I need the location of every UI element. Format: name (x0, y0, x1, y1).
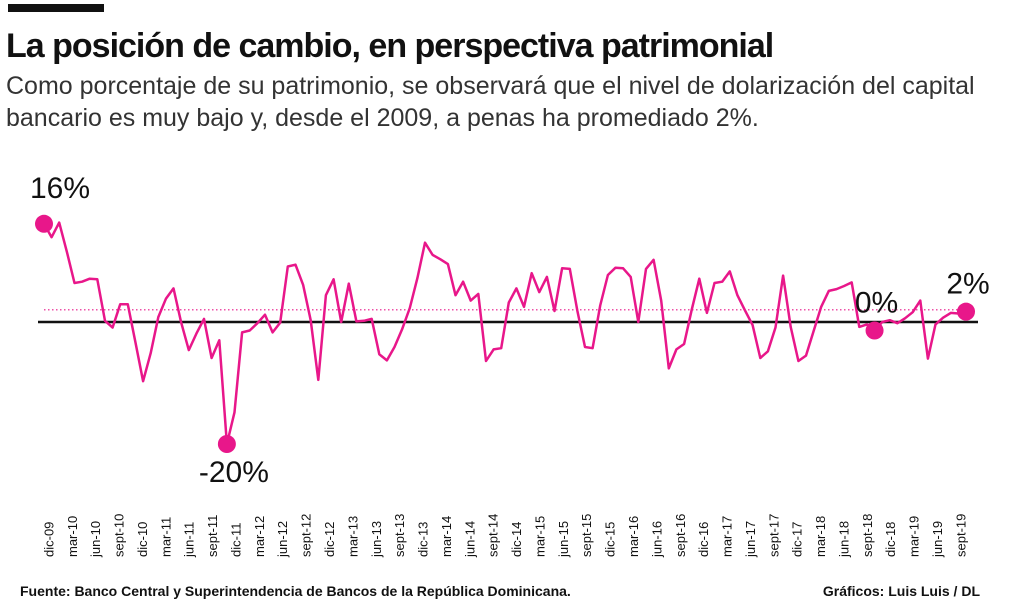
x-tick-label: mar-18 (813, 516, 828, 557)
x-tick-label: dic-13 (416, 522, 431, 557)
x-tick-label: mar-15 (533, 516, 548, 557)
reference-lines (38, 309, 978, 324)
x-tick-label: jun-16 (649, 521, 664, 558)
chart-title: La posición de cambio, en perspectiva pa… (6, 27, 774, 65)
x-tick-label: sept-11 (205, 515, 220, 557)
x-tick-label: mar-19 (907, 516, 922, 557)
x-axis-ticks: dic-09 mar-10 jun-10 sept-10 dic-10 mar-11 jun… (41, 514, 968, 558)
x-tick-label: dic-09 (41, 522, 56, 557)
x-tick-label: dic-14 (509, 522, 524, 557)
x-tick-label: mar-12 (252, 516, 267, 557)
x-tick-label: sept-10 (112, 514, 127, 557)
x-tick-label: dic-10 (135, 522, 150, 557)
credit-note: Gráficos: Luis Luis / DL (822, 583, 980, 599)
x-tick-label: sept-13 (392, 514, 407, 557)
marker-label: -20% (199, 456, 269, 489)
markers-layer: 16% -20% 0% 2% (30, 172, 990, 489)
series-line (42, 221, 967, 446)
x-tick-label: jun-17 (743, 521, 758, 558)
data-marker (217, 435, 236, 453)
marker-label: 0% (855, 287, 898, 320)
data-marker (35, 214, 53, 233)
x-tick-label: dic-11 (229, 523, 244, 557)
x-tick-label: sept-17 (766, 514, 781, 557)
x-tick-label: jun-19 (930, 521, 945, 558)
series-layer (42, 221, 967, 446)
x-tick-label: jun-14 (462, 521, 477, 558)
chart-subtitle: Como porcentaje de su patrimonio, se obs… (6, 72, 975, 132)
x-tick-label: jun-10 (88, 521, 103, 558)
x-tick-label: mar-17 (720, 516, 735, 557)
x-tick-label: sept-15 (579, 514, 594, 557)
x-tick-label: mar-13 (345, 516, 360, 557)
source-note: Fuente: Banco Central y Superintendencia… (20, 583, 571, 599)
x-tick-label: mar-10 (65, 516, 80, 557)
x-tick-label: jun-11 (182, 522, 197, 558)
header-accent-bar (8, 4, 104, 12)
x-tick-label: dic-16 (696, 522, 711, 557)
x-tick-label: sept-12 (299, 514, 314, 557)
marker-label: 2% (946, 268, 989, 301)
x-tick-label: sept-16 (673, 514, 688, 557)
x-tick-label: dic-18 (883, 522, 898, 557)
x-tick-label: jun-12 (275, 521, 290, 558)
x-tick-label: sept-18 (860, 514, 875, 557)
x-tick-label: dic-17 (790, 522, 805, 557)
x-tick-label: sept-14 (486, 514, 501, 557)
x-tick-label: dic-12 (322, 522, 337, 557)
data-marker (957, 302, 975, 321)
x-tick-label: mar-11 (158, 517, 173, 557)
marker-label: 16% (30, 172, 90, 205)
x-tick-label: dic-15 (603, 522, 618, 557)
x-tick-label: jun-15 (556, 521, 571, 558)
x-tick-label: jun-13 (369, 521, 384, 558)
x-tick-label: mar-14 (439, 516, 454, 557)
x-tick-label: mar-16 (626, 516, 641, 557)
x-tick-label: sept-19 (953, 514, 968, 557)
x-tick-label: jun-18 (837, 521, 852, 558)
data-marker (865, 321, 884, 340)
